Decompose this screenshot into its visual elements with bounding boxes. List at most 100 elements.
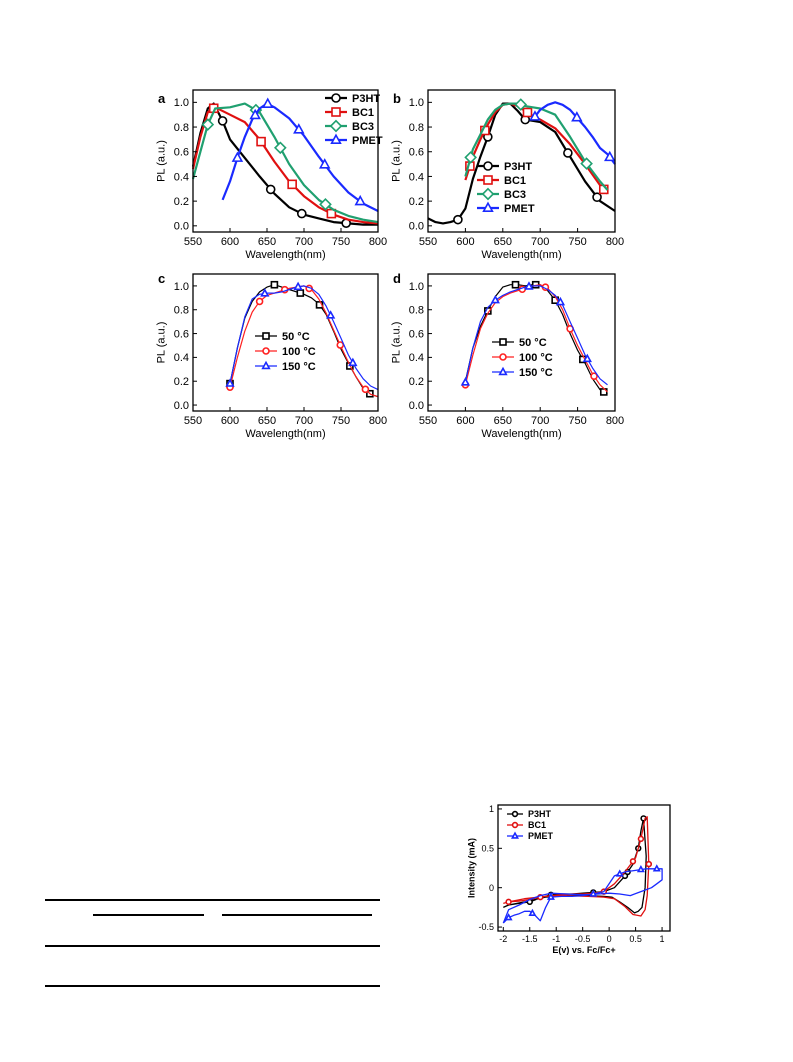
y-axis-label: PL (a.u.) — [155, 322, 167, 364]
x-tick-label: 800 — [369, 236, 387, 248]
x-tick-label: 0 — [607, 934, 612, 944]
plot-frame — [427, 273, 616, 412]
x-tick-label: 1 — [660, 934, 665, 944]
legend-marker — [331, 107, 341, 117]
x-tick-label: 700 — [531, 236, 549, 248]
x-tick-label: 650 — [258, 415, 276, 427]
legend-label: 150 °C — [282, 361, 316, 373]
legend-marker — [499, 353, 507, 361]
data-point-cv-1-0 — [505, 898, 512, 906]
data-point-cv-2-5 — [636, 865, 645, 873]
x-tick-label: 600 — [221, 415, 239, 427]
x-axis-label: Wavelength(nm) — [481, 428, 561, 440]
x-axis-label: Wavelength(nm) — [245, 428, 325, 440]
legend-label: BC1 — [352, 107, 374, 119]
data-point-a-2-2 — [273, 141, 287, 155]
y-axis-label: PL (a.u.) — [390, 322, 402, 364]
plot-frame — [192, 273, 379, 412]
x-tick-label: 700 — [295, 236, 313, 248]
data-point-a-2-3 — [319, 198, 332, 211]
legend-label: P3HT — [528, 809, 552, 819]
data-point-a-3-0 — [231, 151, 244, 162]
data-point-d-0-1 — [511, 280, 520, 289]
plot-frame — [427, 89, 616, 233]
legend-marker — [511, 810, 519, 818]
y-tick-label: 0 — [489, 883, 494, 893]
chart-panel-b: 550 600 650 700 750 800 0.0 0.2 0.4 0.6 0.8 1.0 Wave… — [390, 89, 624, 261]
y-tick-label: 1.0 — [409, 281, 424, 293]
data-point-d-2-3 — [555, 296, 566, 306]
data-point-d-2-2 — [524, 281, 534, 290]
table-rule-sub-right — [222, 914, 372, 916]
x-tick-label: 750 — [332, 236, 350, 248]
legend-label: 150 °C — [519, 367, 553, 379]
x-tick-label: 0.5 — [629, 934, 642, 944]
y-tick-label: 0.0 — [174, 221, 189, 233]
y-tick-label: 0.4 — [409, 171, 424, 183]
series-line-a-2 — [191, 102, 379, 224]
table-rule-sub-left — [93, 914, 204, 916]
data-point-a-0-2 — [296, 208, 307, 219]
legend-marker — [330, 133, 342, 144]
data-point-c-2-1 — [260, 288, 270, 297]
data-point-c-2-3 — [325, 310, 336, 319]
data-point-b-2-1 — [514, 98, 528, 111]
data-point-a-2-0 — [201, 118, 215, 131]
y-tick-label: 0.8 — [409, 122, 424, 134]
y-tick-label: 0.0 — [409, 221, 424, 233]
plot-frame — [192, 89, 379, 233]
x-tick-label: 750 — [568, 236, 586, 248]
panel-letter: c — [158, 271, 165, 286]
data-point-cv-2-3 — [589, 889, 598, 897]
y-tick-label: 0.0 — [409, 400, 424, 412]
chart-panel-c: 550 600 650 700 750 800 0.0 0.2 0.4 0.6 0.8 1.0 Wave… — [155, 271, 387, 440]
x-tick-label: 750 — [332, 415, 350, 427]
x-tick-label: 650 — [494, 415, 512, 427]
data-point-a-0-1 — [265, 184, 276, 195]
legend-marker — [481, 187, 495, 201]
x-axis-label: Wavelength(nm) — [245, 249, 325, 261]
x-tick-label: -1.5 — [522, 934, 538, 944]
y-tick-label: 0.2 — [174, 196, 189, 208]
x-tick-label: 550 — [184, 236, 202, 248]
data-point-c-1-5 — [361, 385, 370, 394]
legend-marker — [511, 831, 519, 839]
data-point-c-0-2 — [296, 289, 305, 297]
legend-label: 50 °C — [519, 337, 547, 349]
legend-marker — [483, 161, 493, 171]
data-point-a-0-0 — [217, 116, 228, 126]
legend-label: BC3 — [504, 189, 526, 201]
data-point-c-2-2 — [293, 281, 303, 291]
y-tick-label: 0.4 — [174, 171, 189, 183]
y-tick-label: 1 — [489, 804, 494, 814]
legend-label: BC1 — [504, 175, 526, 187]
data-point-b-0-3 — [563, 148, 573, 158]
legend-marker — [498, 366, 508, 376]
data-point-b-2-2 — [580, 157, 593, 170]
x-tick-label: -2 — [499, 934, 507, 944]
legend-label: PMET — [528, 831, 554, 841]
legend-label: PMET — [504, 203, 535, 215]
y-tick-label: 0.4 — [409, 352, 424, 364]
legend-label: 100 °C — [282, 346, 316, 358]
legend-label: PMET — [352, 135, 383, 147]
data-point-b-3-1 — [571, 111, 583, 122]
series-line-d-2 — [464, 285, 608, 386]
data-point-c-2-4 — [348, 357, 358, 367]
data-point-b-0-4 — [592, 192, 602, 202]
data-point-b-0-0 — [453, 214, 463, 225]
data-point-a-3-2 — [261, 97, 274, 108]
y-tick-label: 1.0 — [174, 97, 189, 109]
panel-letter: a — [158, 91, 166, 106]
data-point-d-1-4 — [590, 372, 598, 381]
x-tick-label: 800 — [369, 415, 387, 427]
legend-marker — [483, 175, 493, 185]
data-point-b-1-2 — [522, 107, 533, 118]
legend-marker — [331, 93, 341, 103]
data-point-cv-2-6 — [652, 864, 661, 872]
x-tick-label: 750 — [568, 415, 586, 427]
chart-panel-a: 550 600 650 700 750 800 0.0 0.2 0.4 0.6 0.8 1.0 Wave… — [155, 89, 387, 261]
data-point-c-0-1 — [270, 280, 279, 289]
legend-marker — [499, 338, 507, 346]
